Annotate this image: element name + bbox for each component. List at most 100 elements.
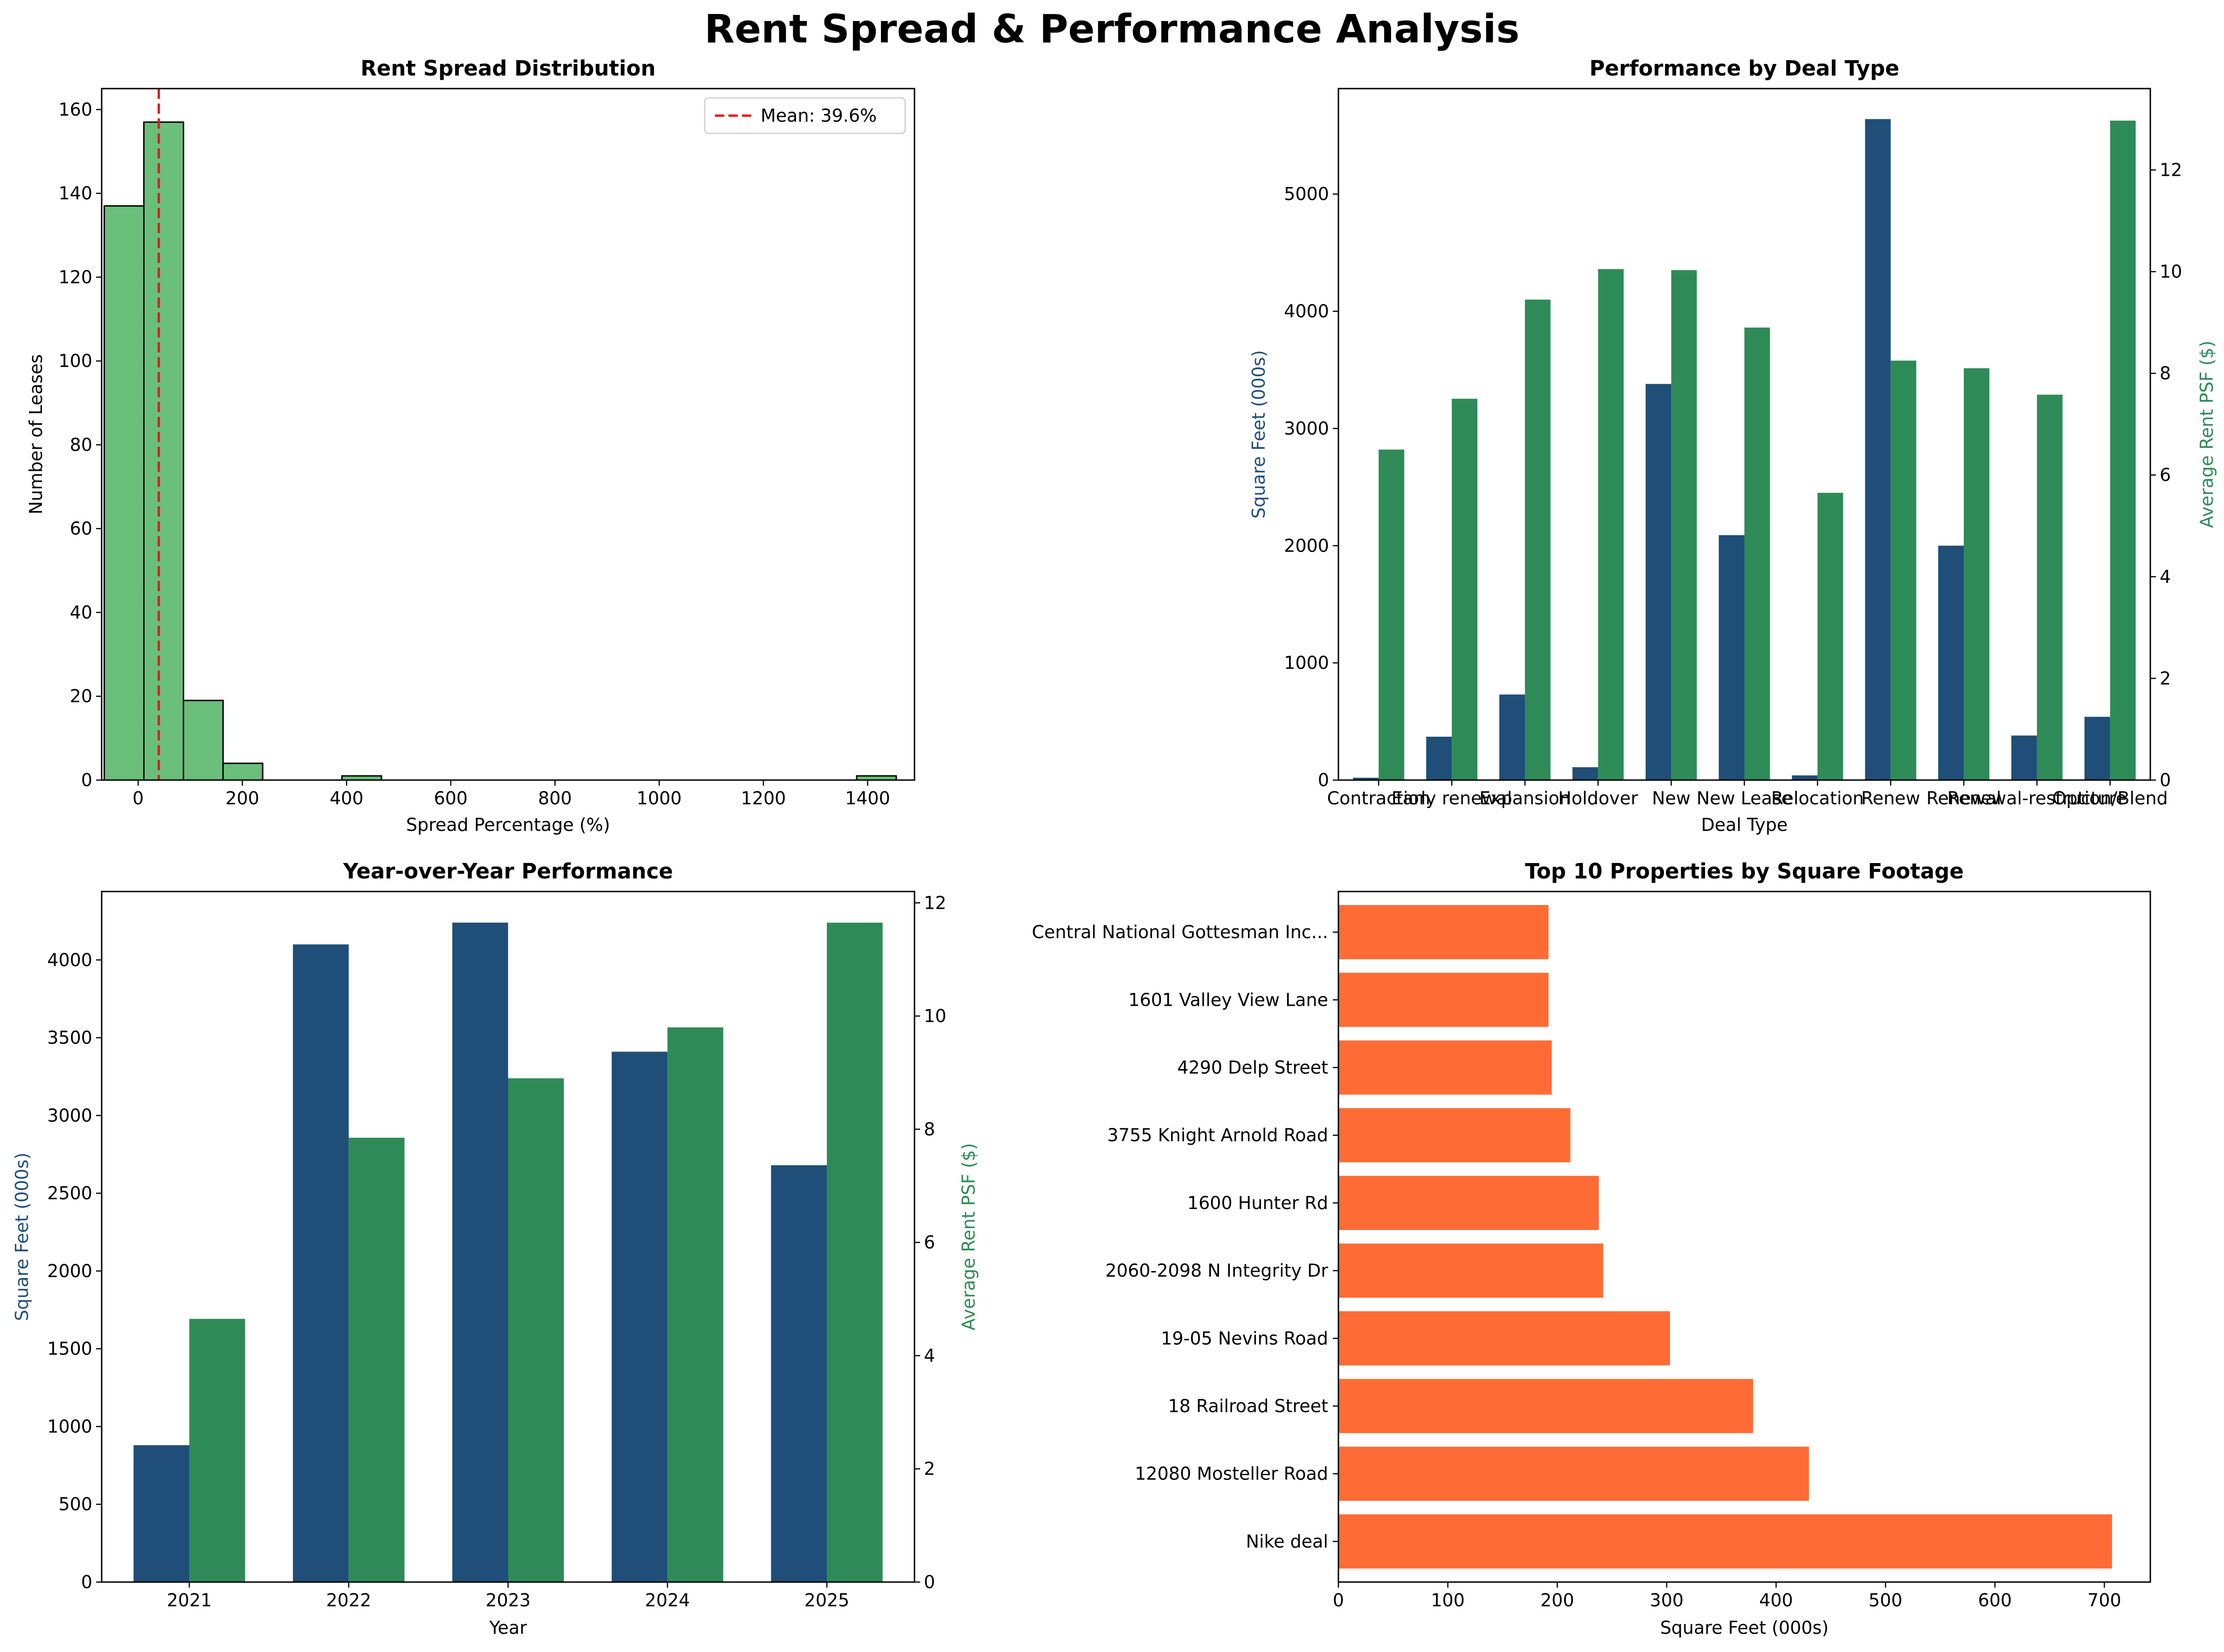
deal-ytick-label: 4000 (1284, 301, 1329, 322)
year-sqft-bar (293, 944, 349, 1582)
deal-ytick-label: 0 (1318, 770, 1329, 790)
top-properties-xlabel: Square Feet (000s) (1660, 1617, 1829, 1638)
deal-xtick-label: Holdover (1558, 788, 1638, 809)
property-label: 1600 Hunter Rd (1187, 1193, 1328, 1213)
deal-xtick-label: New Lease (1697, 788, 1792, 809)
year-ylabel-left: Square Feet (000s) (12, 1153, 32, 1321)
deal-sqft-bar (1938, 546, 1964, 780)
top-properties-xtick-label: 500 (1869, 1590, 1903, 1611)
deal-type-chart-panel: 0 1000 2000 3000 4000 5000 0 2 4 6 8 10 12 Contractio… (1248, 56, 2217, 835)
deal-xtick-label: Renew (1861, 788, 1920, 809)
rent-spread-histogram-panel: 0 20 40 60 80 100 120 140 160 0 200 400 600 800 1000 12… (26, 56, 915, 835)
histogram-xlabel: Spread Percentage (%) (406, 815, 610, 835)
year-ytick-right-label: 12 (924, 892, 946, 913)
histogram-bar (182, 699, 224, 781)
deal-ytick-right-label: 2 (2160, 668, 2171, 689)
deal-xtick-label: Renewal-restructure (1947, 788, 2127, 809)
year-ylabel-right: Average Rent PSF ($) (958, 1143, 979, 1330)
top-properties-title: Top 10 Properties by Square Footage (1525, 859, 1964, 884)
top-properties-xtick-label: 600 (1978, 1590, 2012, 1611)
deal-ytick-right-label: 6 (2160, 465, 2171, 485)
year-rent-bar (827, 922, 883, 1582)
property-bar (1338, 1108, 1571, 1162)
property-bar (1338, 1514, 2112, 1569)
year-ytick-label: 2000 (47, 1261, 92, 1281)
year-ytick-label: 2500 (47, 1183, 92, 1203)
property-bar (1338, 1175, 1599, 1230)
deal-sqft-bar (1499, 694, 1525, 780)
year-ytick-right-label: 2 (924, 1458, 935, 1479)
year-rent-bar (348, 1138, 405, 1582)
histogram-xtick-label: 600 (434, 788, 468, 809)
deal-sqft-bar (2011, 735, 2037, 780)
property-label: 3755 Knight Arnold Road (1107, 1125, 1328, 1146)
deal-rent-bar (2110, 120, 2136, 781)
deal-rent-bar (2037, 394, 2063, 780)
histogram-ytick-label: 60 (70, 518, 92, 539)
top-properties-chart-panel: Nike deal 12080 Mosteller Road 18 Railroad… (1032, 859, 2151, 1638)
deal-sqft-bar (1353, 777, 1379, 780)
deal-xtick-label: New (1652, 788, 1691, 809)
property-label: Nike deal (1246, 1531, 1328, 1552)
top-properties-xtick-label: 0 (1333, 1590, 1344, 1611)
deal-xtick-label: Option/Blend (2052, 788, 2168, 809)
property-label: Central National Gottesman Inc... (1032, 922, 1328, 942)
property-bar (1338, 1311, 1670, 1366)
histogram-bar (143, 121, 184, 781)
year-ytick-label: 0 (81, 1572, 92, 1592)
deal-ytick-right-label: 4 (2160, 567, 2171, 587)
histogram-ytick-label: 160 (58, 99, 92, 120)
year-rent-bar (189, 1319, 245, 1582)
year-ytick-label: 3500 (47, 1028, 92, 1048)
deal-xlabel: Deal Type (1701, 815, 1788, 835)
year-rent-bar (508, 1078, 564, 1582)
histogram-ytick-label: 80 (70, 435, 92, 455)
deal-ytick-right-label: 0 (2160, 770, 2171, 790)
histogram-ytick-label: 100 (58, 351, 92, 371)
year-ytick-label: 500 (58, 1494, 92, 1514)
histogram-ytick-label: 140 (58, 183, 92, 204)
histogram-xtick-label: 0 (132, 788, 144, 809)
year-xtick-label: 2025 (804, 1590, 850, 1611)
deal-rent-bar (1524, 299, 1551, 780)
deal-ytick-right-label: 12 (2160, 159, 2182, 180)
year-ytick-right-label: 4 (924, 1345, 935, 1366)
year-ytick-label: 4000 (47, 950, 92, 970)
top-properties-xtick-label: 700 (2087, 1590, 2121, 1611)
top-properties-axes-frame (1337, 891, 2151, 1583)
year-xtick-label: 2021 (167, 1590, 212, 1611)
year-xtick-label: 2024 (645, 1590, 690, 1611)
deal-sqft-bar (1792, 775, 1818, 780)
histogram-xtick-label: 1200 (741, 788, 786, 809)
deal-ytick-label: 1000 (1284, 653, 1329, 673)
deal-rent-bar (1964, 368, 1989, 780)
year-ytick-right-label: 8 (924, 1119, 935, 1140)
deal-title: Performance by Deal Type (1589, 56, 1899, 81)
deal-rent-bar (1598, 269, 1624, 780)
top-properties-xtick-label: 200 (1540, 1590, 1574, 1611)
property-label: 19-05 Nevins Road (1161, 1328, 1328, 1348)
deal-ytick-label: 3000 (1284, 418, 1329, 439)
property-bar (1338, 1379, 1753, 1433)
deal-sqft-bar (1645, 384, 1671, 780)
deal-xtick-label: Renewal (1926, 788, 2001, 809)
property-label: 18 Railroad Street (1168, 1396, 1328, 1416)
property-bar (1338, 1446, 1809, 1501)
histogram-xtick-label: 1000 (637, 788, 682, 809)
year-ytick-label: 1000 (47, 1416, 92, 1437)
histogram-bar (222, 762, 263, 781)
year-ytick-right-label: 10 (924, 1006, 946, 1026)
property-label: 1601 Valley View Lane (1129, 989, 1328, 1010)
legend-box (704, 97, 906, 134)
deal-xtick-label: Contraction (1327, 788, 1430, 809)
histogram-axes-frame (101, 88, 915, 781)
year-ytick-right-label: 6 (924, 1232, 935, 1253)
year-xtick-label: 2022 (326, 1590, 371, 1611)
deal-sqft-bar (1426, 736, 1452, 780)
legend-mean-label: Mean: 39.6% (761, 105, 877, 126)
year-ytick-label: 1500 (47, 1339, 92, 1359)
year-sqft-bar (611, 1051, 668, 1582)
property-bar (1338, 973, 1549, 1027)
histogram-ytick-label: 120 (58, 267, 92, 287)
